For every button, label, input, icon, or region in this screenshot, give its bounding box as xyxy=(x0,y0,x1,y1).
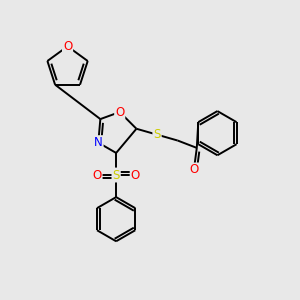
Text: S: S xyxy=(153,128,161,141)
Text: O: O xyxy=(92,169,102,182)
Text: O: O xyxy=(115,106,124,118)
Text: N: N xyxy=(94,136,103,149)
Text: O: O xyxy=(189,164,199,176)
Text: O: O xyxy=(131,169,140,182)
Text: O: O xyxy=(63,40,72,53)
Text: S: S xyxy=(112,169,120,182)
